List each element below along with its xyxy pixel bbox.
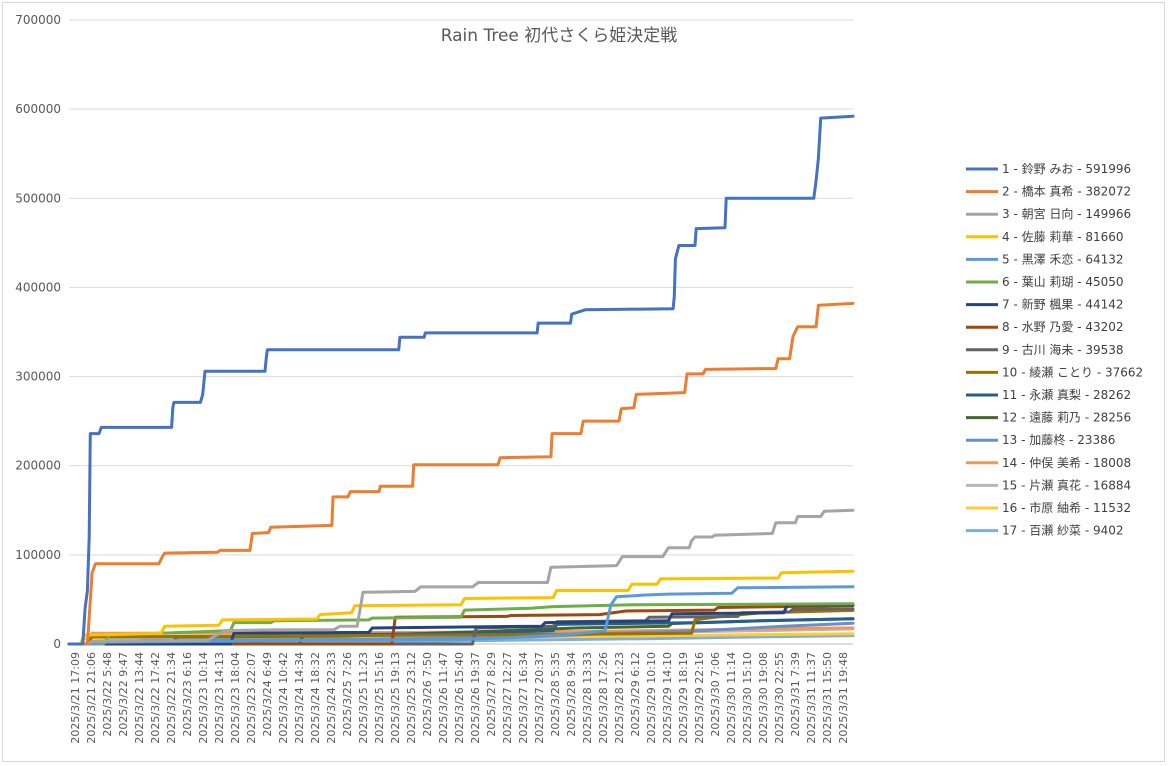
legend-entry: 7 - 新野 楓果 - 44142	[1002, 297, 1124, 312]
legend-entry: 6 - 葉山 莉瑚 - 45050	[1002, 274, 1124, 289]
series-line-7	[67, 603, 855, 646]
x-tick-label: 2025/3/23 14:13	[213, 652, 226, 744]
legend-entry: 4 - 佐藤 莉華 - 81660	[1002, 230, 1124, 244]
x-tick-label: 2025/3/25 19:13	[389, 652, 402, 744]
x-tick-label: 2025/3/26 19:37	[469, 652, 482, 744]
legend-entry: 9 - 古川 海未 - 39538	[1002, 342, 1124, 357]
series-line-4	[67, 569, 855, 646]
x-tick-label: 2025/3/30 11:14	[725, 652, 738, 744]
y-tick-label: 0	[53, 637, 61, 651]
x-tick-label: 2025/3/31 19:48	[837, 652, 850, 744]
x-tick-label: 2025/3/29 10:10	[645, 652, 658, 744]
legend-entry: 1 - 鈴野 みお - 591996	[1002, 161, 1131, 176]
legend-entry: 17 - 百瀬 紗菜 - 9402	[1002, 524, 1124, 538]
legend-entry: 8 - 水野 乃愛 - 43202	[1002, 320, 1124, 334]
x-tick-label: 2025/3/27 20:37	[533, 652, 546, 744]
x-tick-label: 2025/3/30 7:06	[709, 652, 722, 737]
series-line-2	[67, 301, 855, 646]
legend-entry: 2 - 橋本 真希 - 382072	[1002, 184, 1131, 199]
y-tick-label: 300000	[15, 370, 61, 384]
y-tick-label: 700000	[15, 13, 61, 27]
legend-entry: 3 - 朝宮 日向 - 149966	[1002, 206, 1131, 221]
legend-entry: 14 - 仲俣 美希 - 18008	[1002, 455, 1131, 470]
y-tick-label: 100000	[15, 548, 61, 562]
legend-entry: 5 - 黒澤 禾恋 - 64132	[1002, 251, 1124, 266]
x-axis: 2025/3/21 17:09 2025/3/21 21:06 2025/3/22 …	[69, 643, 853, 744]
x-tick-label: 2025/3/26 7:50	[421, 652, 434, 737]
y-tick-label: 400000	[15, 280, 61, 294]
x-tick-label: 2025/3/27 8:29	[485, 652, 498, 737]
y-tick-label: 200000	[15, 459, 61, 473]
y-tick-label: 600000	[15, 102, 61, 116]
chart-title: Rain Tree 初代さくら姫決定戦	[441, 26, 678, 46]
x-tick-label: 2025/3/22 9:47	[117, 652, 130, 737]
x-tick-label: 2025/3/22 17:42	[149, 652, 162, 744]
legend-entry: 13 - 加藤柊 - 23386	[1002, 432, 1115, 447]
x-tick-label: 2025/3/31 11:37	[805, 652, 818, 744]
x-tick-label: 2025/3/24 6:49	[261, 652, 274, 737]
legend-entry: 16 - 市原 紬希 - 11532	[1002, 500, 1131, 515]
x-tick-label: 2025/3/29 18:19	[677, 652, 690, 744]
x-tick-label: 2025/3/30 15:10	[741, 652, 754, 744]
x-tick-label: 2025/3/23 10:14	[197, 652, 210, 744]
x-tick-label: 2025/3/28 17:26	[597, 652, 610, 744]
x-tick-label: 2025/3/26 11:47	[437, 652, 450, 744]
x-tick-label: 2025/3/22 13:44	[133, 652, 146, 744]
x-tick-label: 2025/3/25 7:26	[341, 652, 354, 737]
x-tick-label: 2025/3/25 23:12	[405, 652, 418, 744]
x-tick-label: 2025/3/23 6:16	[181, 652, 194, 737]
x-tick-label: 2025/3/28 21:23	[613, 652, 626, 744]
series-line-3	[67, 508, 855, 646]
x-tick-label: 2025/3/30 22:55	[773, 652, 786, 744]
x-tick-label: 2025/3/29 22:16	[693, 652, 706, 744]
x-tick-label: 2025/3/25 15:16	[373, 652, 386, 744]
y-axis: 0 100000 200000 300000 400000 500000 600000 700…	[15, 13, 61, 651]
line-chart: Rain Tree 初代さくら姫決定戦 0 100000 200000 300000 4…	[15, 13, 1143, 744]
x-tick-label: 2025/3/27 12:27	[501, 652, 514, 744]
legend-entry: 15 - 片瀬 真花 - 16884	[1002, 477, 1131, 492]
legend-entry: 10 - 綾瀬 ことり - 37662	[1002, 364, 1143, 379]
x-tick-label: 2025/3/21 21:06	[85, 652, 98, 744]
series-line-8	[67, 604, 855, 646]
x-tick-label: 2025/3/31 7:39	[789, 652, 802, 737]
x-tick-label: 2025/3/21 17:09	[69, 652, 82, 744]
x-tick-label: 2025/3/28 9:34	[565, 652, 578, 737]
x-tick-label: 2025/3/31 15:50	[821, 652, 834, 744]
x-tick-label: 2025/3/24 18:32	[309, 652, 322, 744]
legend: 1 - 鈴野 みお - 591996 2 - 橋本 真希 - 382072 3 - …	[966, 161, 1143, 538]
x-tick-label: 2025/3/28 13:33	[581, 652, 594, 744]
x-tick-label: 2025/3/29 6:12	[629, 652, 642, 737]
x-tick-label: 2025/3/28 5:35	[549, 652, 562, 737]
x-tick-label: 2025/3/25 11:23	[357, 652, 370, 744]
x-tick-label: 2025/3/24 22:33	[325, 652, 338, 744]
x-tick-label: 2025/3/23 22:07	[245, 652, 258, 744]
x-tick-label: 2025/3/30 19:08	[757, 652, 770, 744]
legend-entry: 12 - 遠藤 莉乃 - 28256	[1002, 411, 1131, 425]
x-tick-label: 2025/3/26 15:40	[453, 652, 466, 744]
x-tick-label: 2025/3/23 18:04	[229, 652, 242, 744]
series-line-9	[67, 607, 855, 646]
x-tick-label: 2025/3/29 14:10	[661, 652, 674, 744]
x-tick-label: 2025/3/22 5:48	[101, 652, 114, 737]
legend-entry: 11 - 永瀬 真梨 - 28262	[1002, 388, 1131, 402]
x-tick-label: 2025/3/27 16:34	[517, 652, 530, 744]
series-lines	[67, 114, 855, 646]
x-tick-label: 2025/3/24 14:34	[293, 652, 306, 744]
y-tick-label: 500000	[15, 191, 61, 205]
series-line-1	[67, 114, 855, 646]
x-tick-label: 2025/3/22 21:34	[165, 652, 178, 744]
x-tick-label: 2025/3/24 10:42	[277, 652, 290, 744]
